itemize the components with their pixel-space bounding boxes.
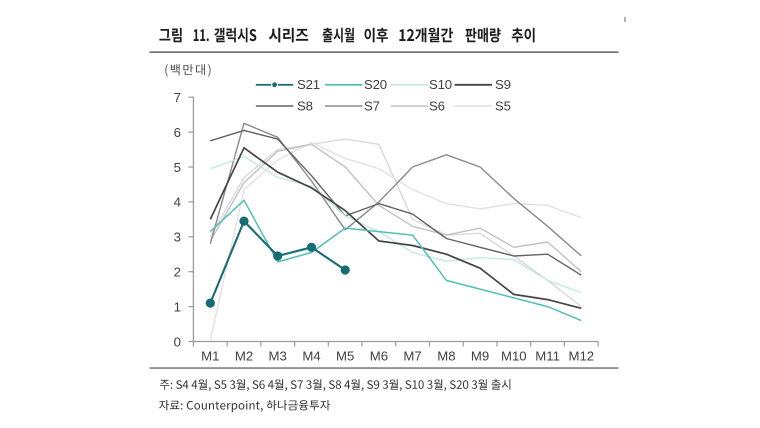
svg-text:6: 6	[174, 125, 181, 140]
svg-text:M12: M12	[568, 348, 594, 363]
svg-text:M3: M3	[269, 348, 287, 363]
svg-text:M1: M1	[201, 348, 219, 363]
svg-text:M8: M8	[437, 348, 455, 363]
svg-text:M11: M11	[535, 348, 560, 363]
svg-text:0: 0	[174, 334, 181, 349]
svg-text:S21: S21	[297, 77, 320, 92]
svg-text:S10: S10	[429, 77, 452, 92]
svg-text:M10: M10	[501, 348, 527, 363]
svg-text:S6: S6	[429, 98, 445, 113]
svg-text:2: 2	[174, 265, 181, 280]
svg-text:S8: S8	[297, 98, 313, 113]
svg-text:M5: M5	[336, 348, 354, 363]
svg-text:S7: S7	[364, 98, 380, 113]
svg-text:M9: M9	[471, 348, 489, 363]
svg-text:S9: S9	[495, 77, 511, 92]
svg-text:5: 5	[174, 160, 181, 175]
svg-text:M7: M7	[403, 348, 421, 363]
svg-text:S20: S20	[364, 77, 387, 92]
svg-text:M2: M2	[235, 348, 253, 363]
svg-text:7: 7	[174, 90, 181, 105]
svg-text:3: 3	[174, 230, 181, 245]
svg-text:4: 4	[174, 195, 181, 210]
svg-text:M4: M4	[302, 348, 320, 363]
svg-text:S5: S5	[495, 98, 511, 113]
svg-text:1: 1	[174, 299, 181, 314]
svg-text:M6: M6	[370, 348, 388, 363]
